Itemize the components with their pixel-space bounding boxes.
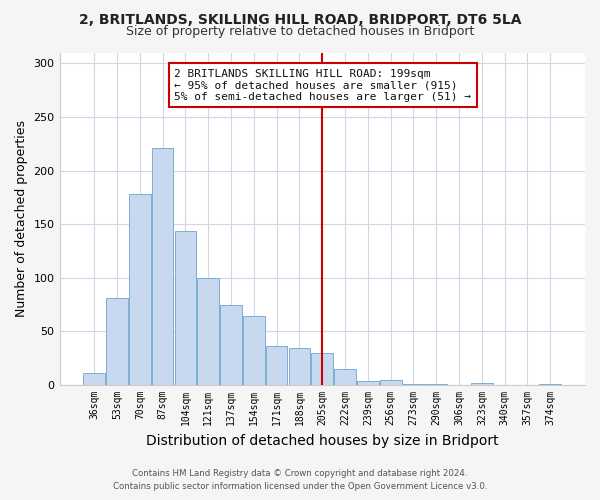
X-axis label: Distribution of detached houses by size in Bridport: Distribution of detached houses by size … — [146, 434, 499, 448]
Bar — [539, 384, 561, 385]
Bar — [197, 278, 219, 385]
Bar — [471, 383, 493, 385]
Bar — [289, 348, 310, 385]
Text: 2, BRITLANDS, SKILLING HILL ROAD, BRIDPORT, DT6 5LA: 2, BRITLANDS, SKILLING HILL ROAD, BRIDPO… — [79, 12, 521, 26]
Bar — [243, 316, 265, 385]
Bar — [403, 384, 424, 385]
Bar — [425, 384, 447, 385]
Text: Size of property relative to detached houses in Bridport: Size of property relative to detached ho… — [126, 25, 474, 38]
Bar — [357, 381, 379, 385]
Bar — [334, 369, 356, 385]
Bar — [175, 230, 196, 385]
Text: 2 BRITLANDS SKILLING HILL ROAD: 199sqm
← 95% of detached houses are smaller (915: 2 BRITLANDS SKILLING HILL ROAD: 199sqm ←… — [174, 68, 471, 102]
Bar — [380, 380, 401, 385]
Bar — [311, 353, 333, 385]
Bar — [220, 304, 242, 385]
Bar — [129, 194, 151, 385]
Bar — [83, 374, 105, 385]
Y-axis label: Number of detached properties: Number of detached properties — [15, 120, 28, 318]
Text: Contains HM Land Registry data © Crown copyright and database right 2024.
Contai: Contains HM Land Registry data © Crown c… — [113, 469, 487, 491]
Bar — [106, 298, 128, 385]
Bar — [266, 346, 287, 385]
Bar — [152, 148, 173, 385]
